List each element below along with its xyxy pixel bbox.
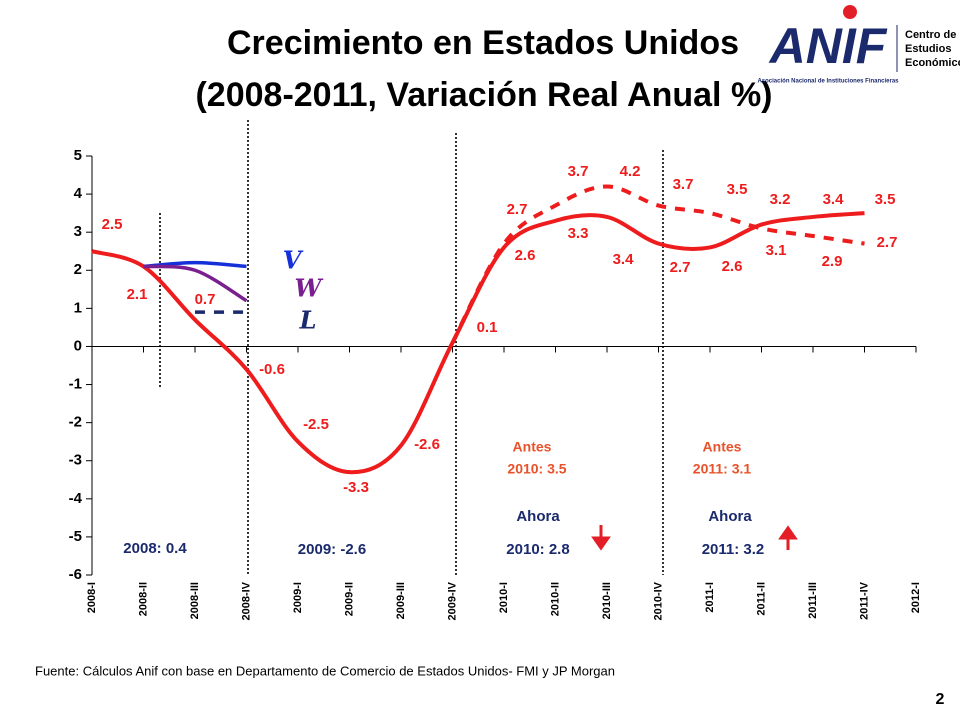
y-tick-label: -5 [69, 528, 82, 545]
data-label: 3.2 [770, 191, 791, 208]
data-label: 3.7 [568, 163, 589, 180]
data-label: 3.7 [673, 176, 694, 193]
data-label: 2.7 [507, 201, 528, 218]
data-label: 2.6 [722, 258, 743, 275]
annotation: Antes [513, 439, 552, 455]
annotation: Ahora [708, 508, 752, 525]
logo-center: Estudios [905, 43, 951, 55]
x-tick-label: 2011-IV [858, 581, 870, 620]
data-label: -3.3 [343, 479, 369, 496]
y-tick-label: -4 [69, 490, 83, 507]
logo-dot [843, 5, 857, 19]
arrow-down [591, 525, 611, 551]
data-label: 2.1 [127, 286, 148, 303]
y-tick-label: 0 [74, 337, 82, 354]
source-note: Fuente: Cálculos Anif con base en Depart… [35, 663, 615, 678]
x-tick-label: 2008-IV [240, 581, 252, 620]
annotation: Antes [703, 439, 742, 455]
data-label: 3.4 [613, 251, 635, 268]
y-tick-label: 4 [74, 185, 83, 202]
data-label: -2.6 [414, 436, 440, 453]
x-tick-label: 2010-IV [652, 581, 664, 620]
x-tick-label: 2011-I [704, 582, 716, 613]
data-label: 3.5 [875, 191, 896, 208]
data-label: 2.7 [670, 259, 691, 276]
data-label: -0.6 [259, 361, 285, 378]
data-label: 3.4 [823, 191, 845, 208]
chart-subtitle: (2008-2011, Variación Real Anual %) [195, 76, 772, 114]
logo-center: Centro de [905, 29, 956, 41]
x-tick-label: 2011-II [755, 582, 767, 616]
annotation: Ahora [516, 508, 560, 525]
data-label: 2.5 [102, 216, 123, 233]
x-tick-label: 2011-III [807, 582, 819, 619]
y-tick-label: 3 [74, 223, 82, 240]
series-name: V [283, 246, 304, 275]
data-label: 2.7 [877, 234, 898, 251]
page-number: 2 [936, 691, 945, 708]
annotation: 2010: 3.5 [507, 461, 566, 477]
logo-tagline: Asociación Nacional de Instituciones Fin… [757, 79, 899, 85]
arrow-up [778, 525, 798, 550]
y-tick-label: -6 [69, 566, 82, 583]
y-tick-label: -2 [69, 414, 82, 431]
x-tick-label: 2009-II [343, 582, 355, 616]
x-tick-label: 2010-III [601, 582, 613, 619]
annotation: 2010: 2.8 [506, 541, 569, 558]
series-name: W [295, 274, 324, 303]
logo-center: Económicos [905, 57, 960, 69]
y-tick-label: 5 [74, 147, 82, 164]
x-tick-label: 2008-I [86, 582, 98, 613]
x-tick-label: 2010-I [498, 582, 510, 613]
series-line [450, 184, 865, 344]
data-label: 0.7 [195, 291, 216, 308]
annotation: 2011: 3.2 [702, 541, 765, 558]
series-name: L [299, 306, 317, 335]
x-tick-label: 2010-II [549, 582, 561, 616]
x-tick-label: 2009-I [292, 582, 304, 613]
data-label: 2.9 [822, 253, 843, 270]
x-tick-label: 2012-I [910, 582, 922, 613]
data-label: 4.2 [620, 163, 641, 180]
data-label: 3.1 [766, 242, 787, 259]
annotation: 2009: -2.6 [298, 541, 366, 558]
series-line [91, 211, 865, 475]
chart-title: Crecimiento en Estados Unidos [227, 24, 739, 62]
x-tick-label: 2008-II [137, 582, 149, 616]
data-label: 0.1 [477, 319, 498, 336]
data-label: 3.3 [568, 225, 589, 242]
data-label: 2.6 [515, 247, 536, 264]
y-tick-label: -1 [69, 376, 82, 393]
x-tick-label: 2009-IV [446, 581, 458, 620]
y-tick-label: 2 [74, 261, 82, 278]
y-tick-label: -3 [69, 452, 82, 469]
x-tick-label: 2009-III [395, 582, 407, 619]
logo: ANIF Asociación Nacional de Institucione… [757, 5, 960, 85]
annotation: 2011: 3.1 [693, 461, 752, 477]
series-line [143, 264, 248, 303]
x-tick-label: 2008-III [189, 582, 201, 619]
data-label: 3.5 [727, 181, 748, 198]
annotation: 2008: 0.4 [123, 540, 187, 557]
logo-name: ANIF [768, 18, 888, 74]
y-tick-label: 1 [74, 299, 82, 316]
data-label: -2.5 [303, 416, 329, 433]
